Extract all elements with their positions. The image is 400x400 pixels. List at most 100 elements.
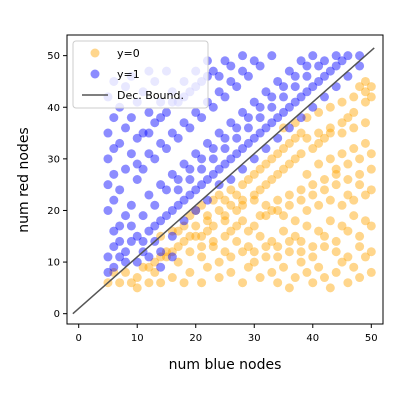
point-y0 [314,138,324,148]
point-y1 [232,123,242,133]
point-y1 [167,231,177,241]
point-y1 [238,51,248,61]
point-y0 [360,118,370,128]
point-y0 [355,273,365,283]
point-y1 [150,221,160,231]
point-y0 [161,252,171,262]
point-y0 [337,118,347,128]
point-y1 [208,66,218,76]
point-y1 [261,87,271,97]
point-y1 [156,180,166,190]
point-y1 [220,56,230,66]
point-y1 [161,144,171,154]
x-axis-ticks: 0 10 20 30 40 50 [76,324,378,344]
point-y0 [267,205,277,215]
point-y0 [355,82,365,92]
point-y0 [337,128,347,138]
legend-label-boundary: Dec. Bound. [117,89,184,102]
point-y1 [144,107,154,117]
point-y0 [355,242,365,252]
point-y1 [273,113,283,123]
point-y0 [355,231,365,241]
point-y1 [185,175,195,184]
point-y0 [314,159,324,169]
point-y1 [302,71,312,81]
point-y0 [150,257,160,267]
point-y1 [138,128,148,138]
point-y0 [132,283,142,293]
point-y0 [255,273,265,283]
point-y0 [226,185,236,195]
point-y0 [349,123,359,133]
point-y1 [150,154,160,164]
point-y1 [302,87,312,97]
point-y1 [150,200,160,210]
point-y1 [126,113,136,123]
point-y0 [267,236,277,246]
point-y0 [314,262,324,272]
point-y0 [349,144,359,154]
point-y1 [179,159,189,169]
point-y0 [115,278,125,288]
point-y0 [220,211,230,221]
point-y1 [331,51,341,61]
point-y0 [214,257,224,267]
point-y0 [144,262,154,272]
point-y0 [296,257,306,267]
y-axis-ticks: 0 10 20 30 40 50 [47,51,67,320]
point-y0 [197,278,207,288]
point-y1 [238,144,248,154]
point-y1 [138,164,148,174]
point-y0 [255,231,265,241]
point-y1 [296,92,306,102]
point-y0 [290,133,300,143]
point-y1 [220,144,230,154]
point-y0 [238,200,248,210]
point-y1 [103,128,113,138]
point-y1 [302,61,312,71]
point-y0 [302,169,312,179]
point-y0 [331,169,341,179]
point-y0 [308,190,318,200]
point-y0 [238,247,248,257]
point-y0 [167,273,177,283]
point-y1 [243,138,253,148]
legend-marker-y0 [90,48,100,58]
point-y1 [115,252,125,262]
point-y1 [138,211,148,221]
point-y0 [302,205,312,215]
point-y1 [109,169,119,179]
point-y0 [296,247,306,257]
point-y1 [226,76,236,86]
point-y0 [226,252,236,262]
point-y0 [366,164,376,174]
point-y1 [243,113,253,123]
point-y0 [331,164,341,174]
point-y1 [126,200,136,210]
point-y0 [202,216,212,226]
point-y0 [214,190,224,200]
point-y1 [197,164,207,174]
point-y1 [103,180,113,190]
point-y0 [267,154,277,164]
point-y0 [284,138,294,148]
point-y1 [220,133,230,143]
point-y0 [173,257,183,267]
point-y1 [208,154,218,164]
point-y1 [167,252,177,262]
point-y1 [109,262,119,272]
point-y0 [261,159,271,169]
x-tick-label: 50 [365,333,378,344]
point-y0 [173,226,183,236]
point-y1 [109,242,119,252]
point-y0 [220,231,230,241]
point-y1 [232,133,242,143]
point-y1 [126,236,136,246]
point-y1 [156,216,166,226]
x-tick-label: 40 [306,333,319,344]
point-y1 [191,107,201,117]
point-y0 [243,226,253,236]
point-y1 [109,226,119,236]
point-y1 [173,175,183,184]
y-tick-label: 0 [54,309,60,320]
